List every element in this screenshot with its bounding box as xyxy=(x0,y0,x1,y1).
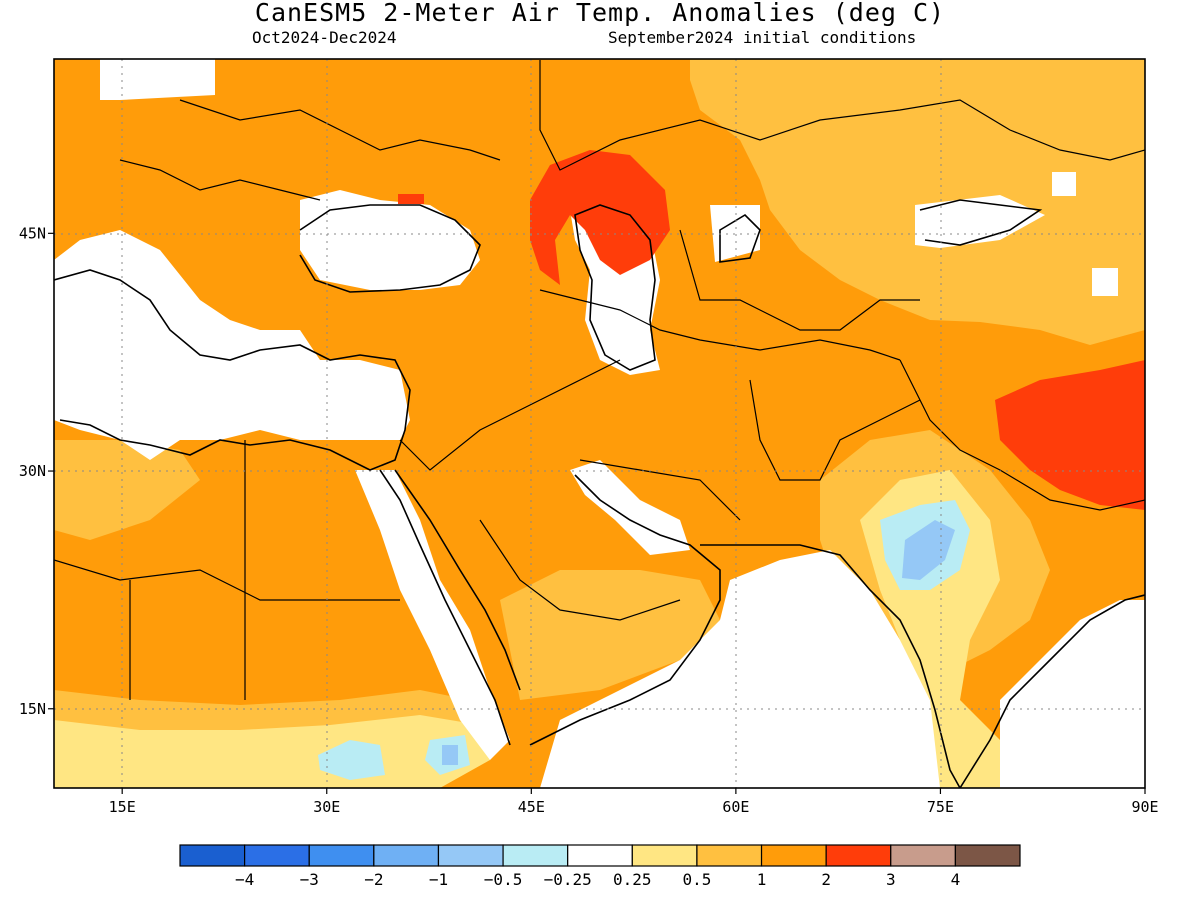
lon-tick-label: 90E xyxy=(1131,798,1158,816)
anomaly-field-0.5-to-1-central-asia xyxy=(690,59,1145,345)
colorbar-swatch xyxy=(502,844,569,867)
coastlines xyxy=(54,199,1145,788)
anomaly-field-neg-0.5-ethiopia xyxy=(318,740,385,780)
colorbar-swatch xyxy=(696,844,763,867)
anomaly-field-neg-1-india xyxy=(902,520,955,580)
colorbar-label: −3 xyxy=(300,870,319,889)
lon-tick-label: 30E xyxy=(313,798,340,816)
anomaly-field-neg-1-ethiopia xyxy=(442,745,458,765)
near-zero-bay-of-bengal xyxy=(1000,600,1145,788)
near-zero-balkhash xyxy=(915,195,1045,248)
colorbar-label: −4 xyxy=(235,870,254,889)
colorbar: −4 −3 −2 −1 −0.5 −0.25 0.25 0.5 1 2 3 4 xyxy=(179,844,1021,889)
colorbar-swatch xyxy=(179,844,246,867)
colorbar-swatch xyxy=(954,844,1021,867)
near-zero-arabian-sea xyxy=(540,550,940,788)
map-axes: 15E 30E 45E 60E 75E 90E 45N 30N 15N xyxy=(19,224,1159,816)
colorbar-swatch xyxy=(825,844,892,867)
colorbar-swatch xyxy=(308,844,375,867)
near-zero-gulf xyxy=(570,460,690,555)
colorbar-label: 0.5 xyxy=(682,870,711,889)
colorbar-swatch xyxy=(244,844,310,867)
near-zero-north-strip xyxy=(100,59,215,100)
gridlines xyxy=(54,59,1145,788)
near-zero-red-sea xyxy=(355,470,510,760)
colorbar-label: 1 xyxy=(757,870,767,889)
colorbar-label: −2 xyxy=(364,870,383,889)
lon-tick-label: 75E xyxy=(927,798,954,816)
colorbar-label: 2 xyxy=(821,870,831,889)
anomaly-field-0.5-to-1-arabia xyxy=(500,570,720,700)
anomaly-field-2-to-3-small xyxy=(398,194,424,204)
near-zero-patch-ne xyxy=(1052,172,1076,196)
lon-tick-label: 45E xyxy=(518,798,545,816)
initial-conditions: September2024 initial conditions xyxy=(608,28,917,47)
colorbar-swatch xyxy=(890,844,956,867)
colorbar-swatch xyxy=(567,844,633,867)
near-zero-black-sea xyxy=(300,190,480,290)
lat-tick-label: 15N xyxy=(19,700,46,718)
lat-tick-label: 45N xyxy=(19,224,46,242)
anomaly-field-2-to-3-tibet xyxy=(995,360,1145,510)
chart-title: CanESM5 2-Meter Air Temp. Anomalies (deg… xyxy=(254,0,946,27)
colorbar-label: 0.25 xyxy=(613,870,652,889)
lat-tick-label: 30N xyxy=(19,462,46,480)
forecast-period: Oct2024-Dec2024 xyxy=(252,28,397,47)
colorbar-swatch xyxy=(373,844,440,867)
colorbar-label: 3 xyxy=(886,870,896,889)
colorbar-swatch xyxy=(631,844,698,867)
colorbar-swatch xyxy=(437,844,504,867)
colorbar-swatch xyxy=(760,844,827,867)
anomaly-field-2-to-3-caspian-north xyxy=(530,150,670,285)
lon-tick-label: 15E xyxy=(109,798,136,816)
country-borders xyxy=(54,60,1145,700)
colorbar-label: 4 xyxy=(951,870,961,889)
colorbar-label: −0.5 xyxy=(484,870,523,889)
colorbar-label: −1 xyxy=(429,870,448,889)
colorbar-label: −0.25 xyxy=(544,870,592,889)
near-zero-patch-ne2 xyxy=(1092,268,1118,296)
anomaly-field-0.5-to-1-n-africa xyxy=(54,440,200,540)
lon-tick-label: 60E xyxy=(722,798,749,816)
near-zero-mediterranean xyxy=(54,230,410,460)
map-frame xyxy=(53,58,1146,789)
